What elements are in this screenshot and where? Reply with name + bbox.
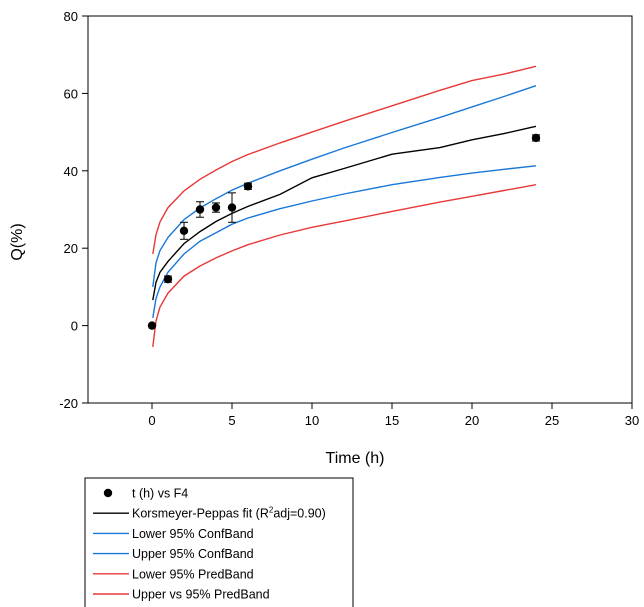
series-line-0: [152, 125, 537, 301]
legend-label: Korsmeyer-Peppas fit (R2adj=0.90): [132, 506, 326, 521]
y-tick-label: 40: [64, 164, 78, 179]
data-point: [211, 203, 221, 212]
legend-label: Upper vs 95% PredBand: [132, 588, 270, 602]
ticks-layer: 0 5 10 15 20 25 30 -20 0 20 40 60 80: [59, 9, 639, 428]
series-line-4: [152, 65, 537, 255]
legend-label: t (h) vs F4: [132, 487, 188, 501]
x-tick-label: 0: [148, 413, 155, 428]
legend-label: Upper 95% ConfBand: [132, 547, 254, 561]
x-axis-label: Time (h): [326, 450, 385, 467]
series-line-3: [152, 184, 537, 347]
plot-border: [87, 15, 633, 404]
y-tick-label: 20: [64, 241, 78, 256]
x-tick-label: 10: [305, 413, 319, 428]
y-tick-label: -20: [59, 396, 78, 411]
y-axis-label: Q(%): [9, 223, 26, 260]
y-tick-label: 60: [64, 86, 78, 101]
series-line-2: [152, 85, 537, 287]
data-point: [195, 205, 205, 214]
data-point: [227, 203, 237, 212]
x-tick-label: 15: [385, 413, 399, 428]
legend-label: Lower 95% PredBand: [132, 567, 254, 581]
y-tick-label: 0: [71, 319, 78, 334]
data-point: [147, 321, 157, 330]
legend: t (h) vs F4 Korsmeyer-Peppas fit (R2adj=0…: [84, 477, 354, 607]
x-tick-label: 20: [465, 413, 479, 428]
data-point: [179, 226, 189, 235]
curves-layer: [152, 65, 537, 347]
data-point: [531, 133, 541, 143]
legend-label-suffix: adj=0.90): [273, 507, 325, 521]
markers-layer: [147, 133, 541, 330]
data-point: [243, 182, 253, 191]
series-line-1: [152, 165, 537, 319]
y-tick-label: 80: [64, 9, 78, 24]
plot-frame: [87, 15, 633, 404]
data-point: [163, 274, 173, 284]
legend-superscript: 2: [269, 506, 274, 515]
x-tick-label: 30: [625, 413, 639, 428]
legend-marker: [103, 488, 113, 498]
legend-label: Lower 95% ConfBand: [132, 527, 254, 541]
legend-box: [84, 477, 354, 607]
x-tick-label: 25: [545, 413, 559, 428]
x-tick-label: 5: [228, 413, 235, 428]
